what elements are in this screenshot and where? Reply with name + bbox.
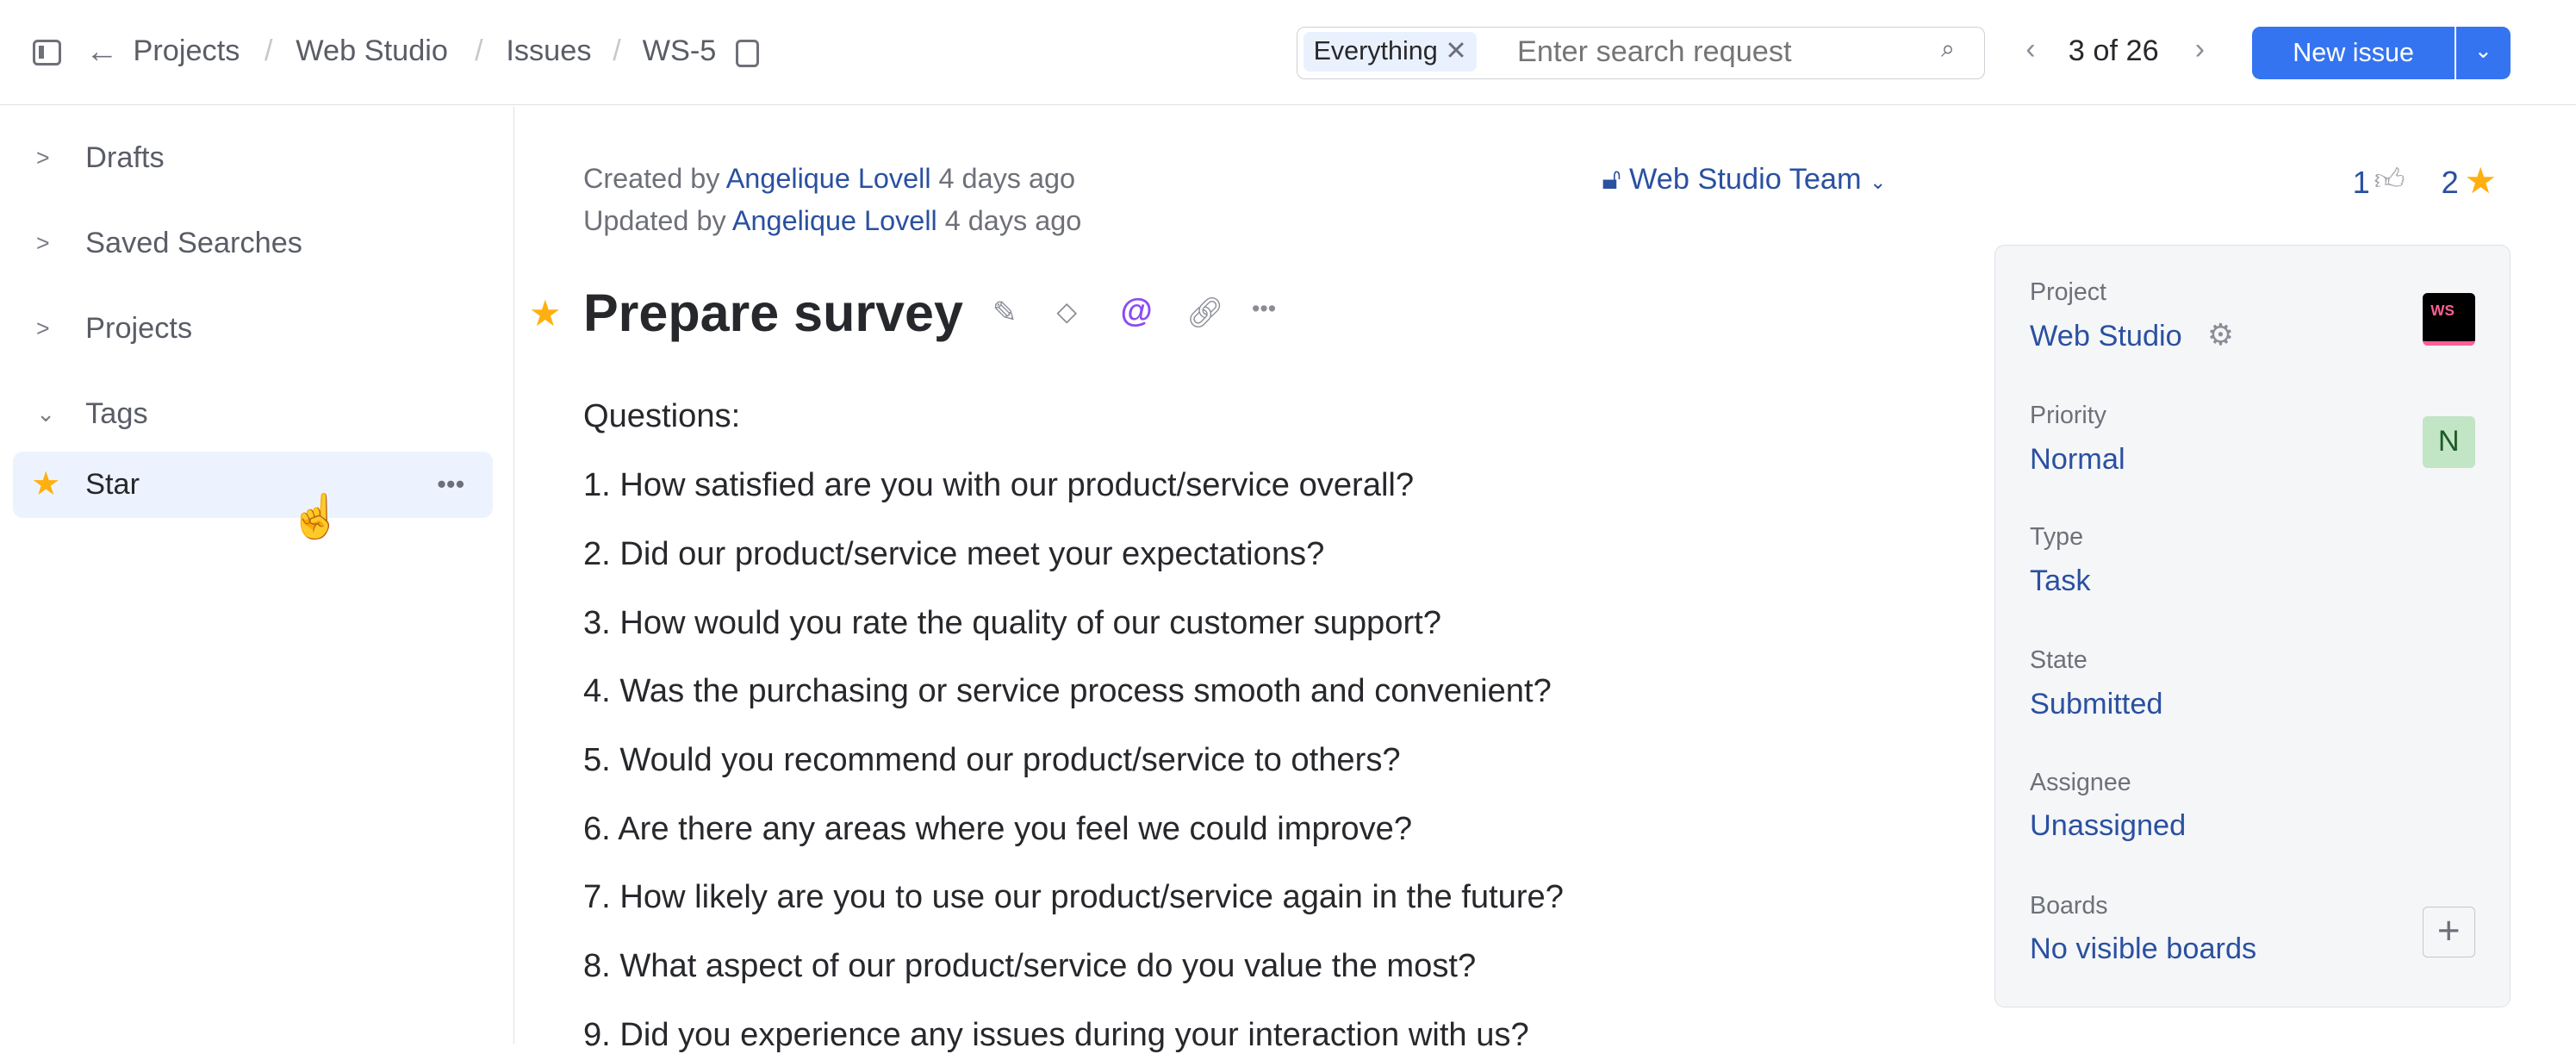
issue-title: Prepare survey [582,283,963,342]
chevron-right-icon: > [35,230,50,257]
gear-icon[interactable]: ⚙ [2206,319,2234,352]
sidebar-toggle-icon[interactable] [33,39,61,66]
pager-count: 3 of 26 [2068,34,2159,68]
edit-pencil-icon[interactable]: ✎ [992,296,1017,330]
tag-icon[interactable]: ⬦ [1056,296,1078,329]
description-line: 3. How would you rate the quality of our… [582,603,1441,641]
chevron-down-icon: ⌄ [35,401,56,427]
field-value-assignee[interactable]: Unassigned [2030,809,2187,843]
search-context-chip[interactable]: Everything ✕ [1304,32,1478,72]
thumbs-up-icon[interactable]: 👍︎ [2374,163,2405,196]
description-line: 8. What aspect of our product/service do… [582,947,1477,985]
close-icon[interactable]: ✕ [1445,36,1467,66]
new-issue-button[interactable]: New issue [2252,26,2455,79]
chevron-down-icon: ⌄ [1870,170,1887,193]
field-value-project[interactable]: Web Studio [2030,319,2182,352]
updated-prefix: Updated by [582,205,726,237]
star-icon: ★ [31,465,61,503]
more-options-icon[interactable]: ••• [437,470,465,500]
sidebar-item-label: Drafts [85,140,165,174]
chevron-right-icon: > [35,144,50,171]
prev-issue-icon[interactable]: ‹ [2025,33,2036,66]
description-line: 4. Was the purchasing or service process… [582,672,1552,710]
sidebar: > Drafts > Saved Searches > Projects ⌄ Tags … [0,106,514,1044]
field-label-project: Project [2030,278,2106,307]
chip-label: Everything [1313,36,1438,66]
priority-badge: N [2422,416,2475,468]
next-issue-icon[interactable]: › [2194,33,2206,66]
sidebar-item-drafts[interactable]: > Drafts [0,125,493,190]
description-line: 9. Did you experience any issues during … [582,1015,1529,1053]
breadcrumb-issue-id: WS-5 [642,34,717,68]
lock-icon: 🔓︎ [1602,162,1621,196]
field-label-type: Type [2030,523,2083,552]
header: ← Projects / Web Studio / Issues / WS-5 … [0,0,2576,106]
issue-star-icon[interactable]: ★ [529,293,562,334]
sidebar-item-label: Tags [85,397,148,431]
sidebar-item-saved-searches[interactable]: > Saved Searches [0,210,493,276]
add-board-button[interactable]: + [2422,906,2475,957]
field-value-boards[interactable]: No visible boards [2030,932,2257,966]
star-icon[interactable]: ★ [2464,159,2497,201]
breadcrumb-issues[interactable]: Issues [506,34,592,68]
new-issue-dropdown-button[interactable]: ⌄ [2455,26,2511,79]
creator-link[interactable]: Angelique Lovell [725,162,931,194]
link-icon[interactable]: 🔗︎ [1185,296,1224,330]
vote-count: 1 [2352,164,2370,200]
search-input[interactable] [1517,32,1928,72]
updater-link[interactable]: Angelique Lovell [731,205,937,237]
updated-time: 4 days ago [944,205,1082,237]
created-prefix: Created by [582,162,720,194]
sidebar-item-projects[interactable]: > Projects [0,296,493,361]
tag-label: Star [85,468,140,502]
ai-assistant-icon[interactable]: @ [1120,292,1153,330]
star-count: 2 [2441,164,2459,200]
chevron-right-icon: > [35,315,50,342]
description-line: Questions: [582,397,741,435]
breadcrumb-separator: / [613,34,621,68]
description-line: 2. Did our product/service meet your exp… [582,534,1325,572]
created-time: 4 days ago [938,162,1076,194]
visibility-label: Web Studio Team [1629,162,1862,196]
search-icon[interactable]: ⌕ [1941,35,1956,64]
field-value-priority[interactable]: Normal [2030,442,2125,476]
field-value-state[interactable]: Submitted [2030,688,2163,721]
breadcrumb-projects[interactable]: Projects [133,34,240,68]
description-line: 7. How likely are you to use our product… [582,878,1564,916]
tag-item-star[interactable]: ★ Star ••• [13,452,494,518]
sidebar-item-label: Saved Searches [85,227,302,260]
sidebar-item-label: Projects [85,312,193,346]
sidebar-item-tags[interactable]: ⌄ Tags [0,381,493,446]
field-label-boards: Boards [2030,891,2108,920]
visibility-selector[interactable]: 🔓︎ Web Studio Team ⌄ [1602,163,1886,196]
issue-fields-panel: Project Web Studio ⚙ WS Priority Normal … [1994,245,2511,1007]
created-info: Created by Angelique Lovell 4 days ago [583,163,1075,195]
description-line: 1. How satisfied are you with our produc… [582,466,1415,504]
field-label-priority: Priority [2030,402,2106,430]
hand-cursor-icon: ☝ [289,492,343,541]
breadcrumb-web-studio[interactable]: Web Studio [296,34,448,68]
field-label-state: State [2030,646,2088,675]
search-box[interactable]: Everything ✕ ⌕ [1296,26,1985,79]
chevron-down-icon: ⌄ [2473,39,2492,63]
back-arrow-icon[interactable]: ← [85,33,119,71]
updated-info: Updated by Angelique Lovell 4 days ago [583,205,1081,237]
copy-icon[interactable] [736,39,759,68]
project-logo: WS [2422,293,2475,346]
more-options-icon[interactable]: ••• [1252,296,1277,322]
field-label-assignee: Assignee [2030,768,2131,796]
description-line: 5. Would you recommend our product/servi… [582,741,1401,778]
breadcrumb-separator: / [264,34,273,68]
breadcrumb-separator: / [475,34,483,68]
field-value-type[interactable]: Task [2030,564,2091,598]
description-line: 6. Are there any areas where you feel we… [582,809,1413,847]
